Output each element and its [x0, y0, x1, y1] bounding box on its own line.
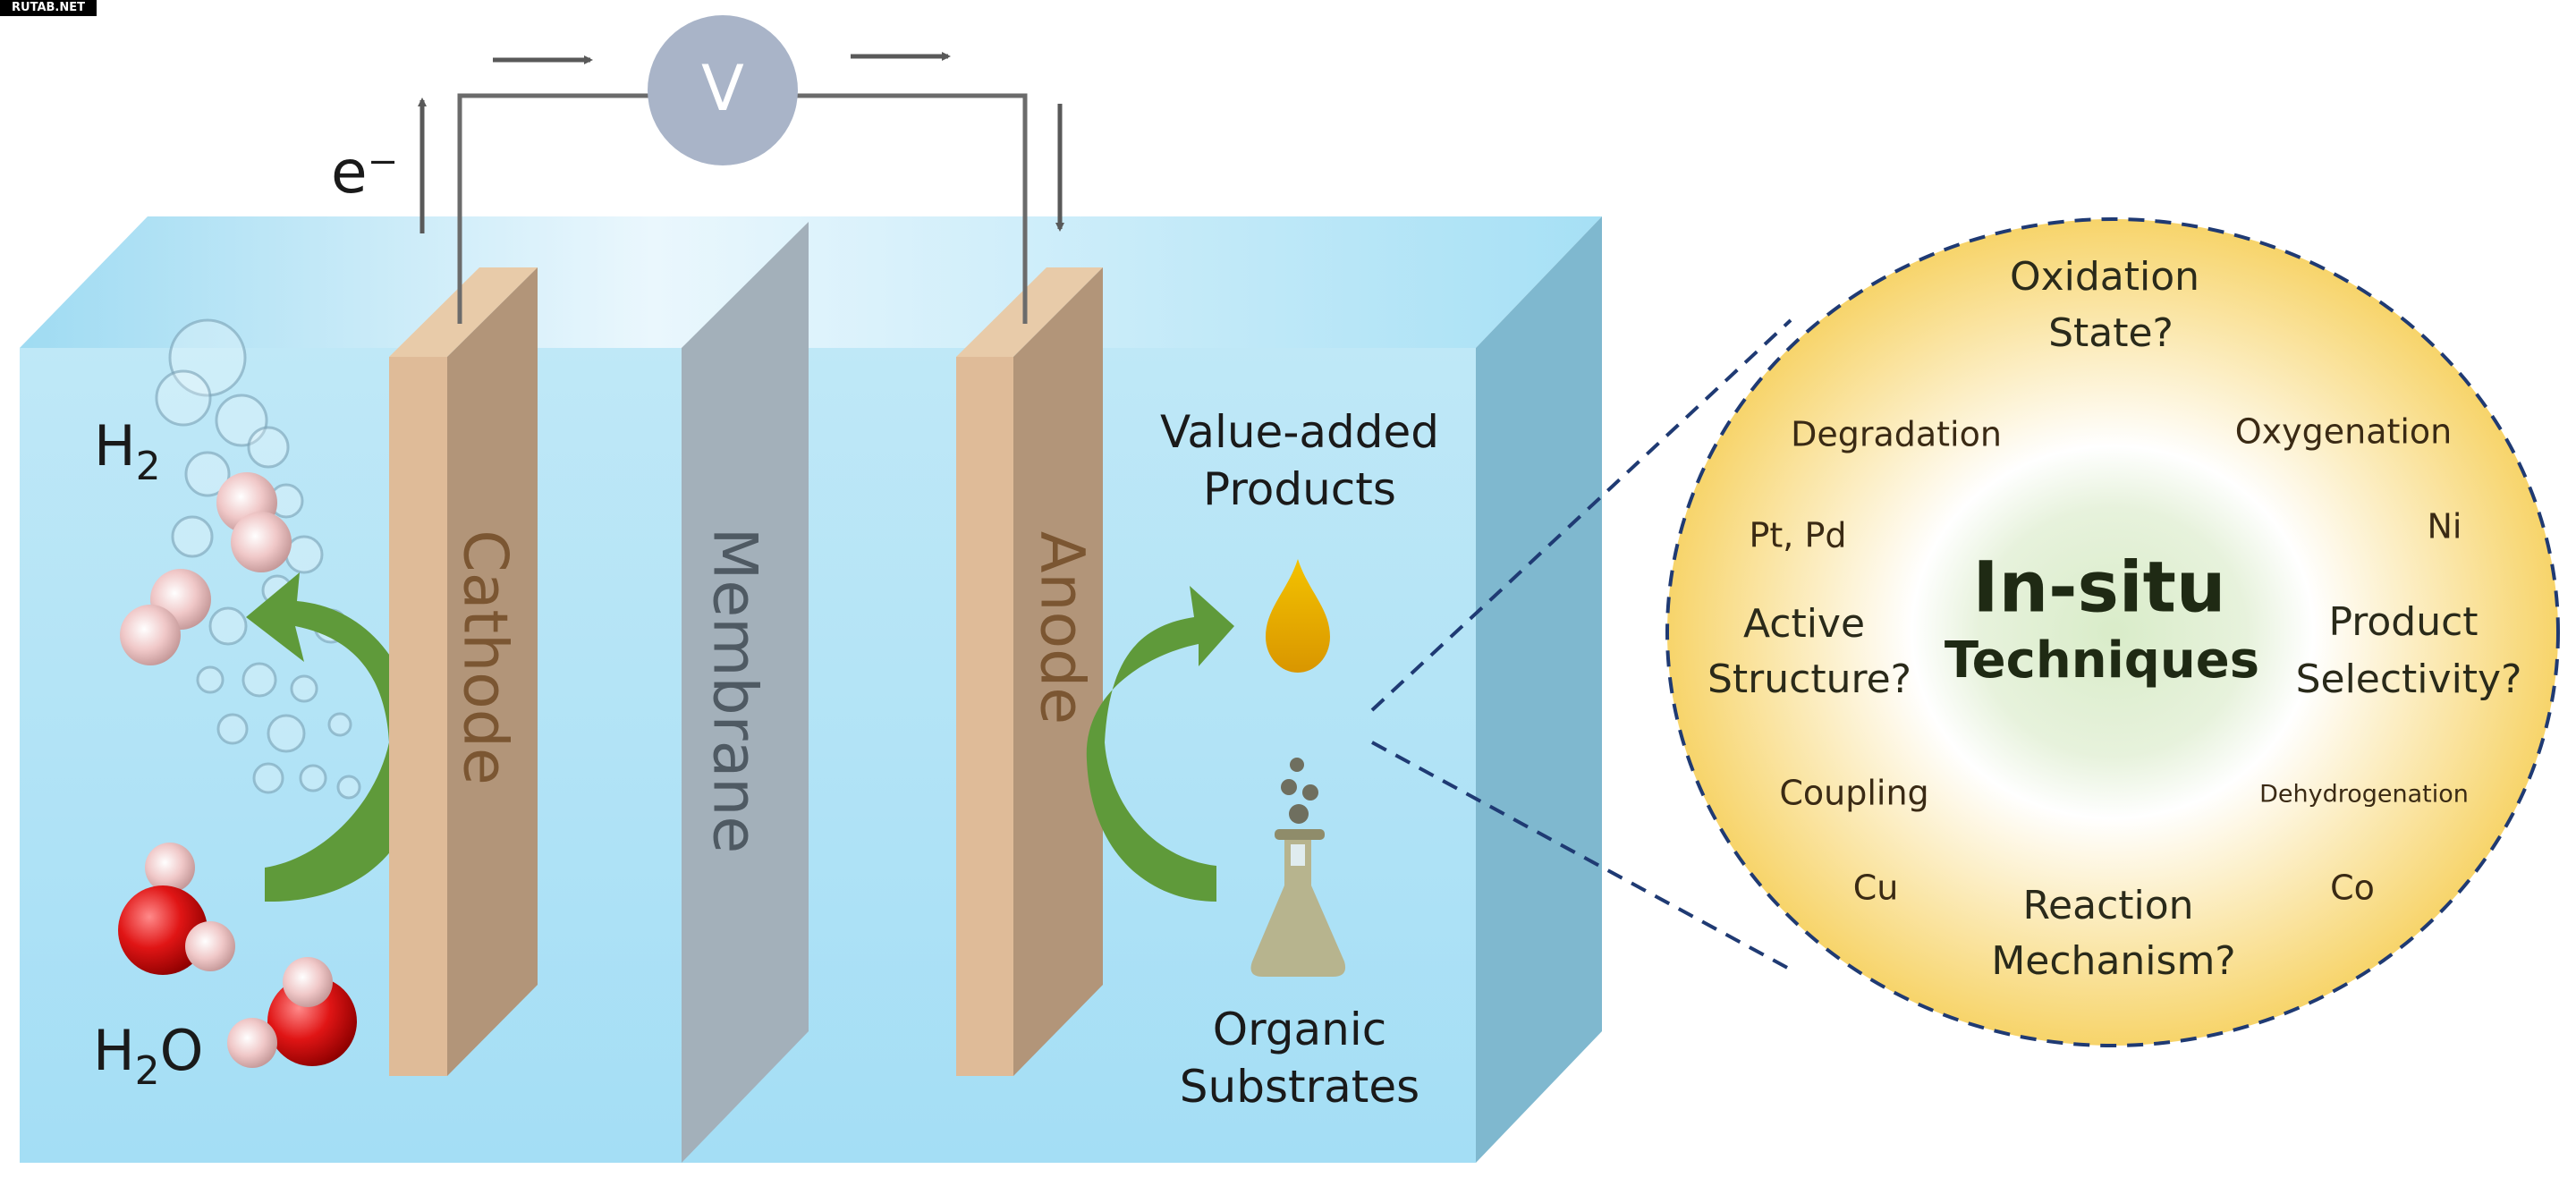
oxygenation-label: Oxygenation [2235, 412, 2453, 452]
anode-reaction-arrow [1086, 586, 1234, 902]
membrane-label: Membrane [699, 528, 769, 853]
membrane [682, 222, 809, 1163]
anode-top [956, 267, 1103, 357]
h2-molecule [120, 569, 211, 665]
dehydrogenation-label: Dehydrogenation [2259, 781, 2469, 809]
coupling-label: Coupling [1779, 774, 1928, 813]
cathode-top [389, 267, 538, 357]
pt-pd-label: Pt, Pd [1749, 516, 1846, 555]
cathode-side [447, 267, 538, 1076]
h2-label: H2 [94, 413, 161, 489]
h2o-molecule [227, 957, 357, 1068]
cu-label: Cu [1853, 868, 1899, 908]
anode-side [1013, 267, 1103, 1076]
substrates-label: Organic Substrates [1180, 1004, 1419, 1113]
cathode-label: Cathode [449, 529, 520, 785]
h2o-label: H2O [93, 1018, 203, 1094]
voltmeter [648, 15, 798, 165]
electrolyte-side-face [1476, 216, 1602, 1163]
h2o-molecule [118, 843, 235, 975]
co-label: Co [2330, 868, 2375, 908]
product-selectivity-label: Product Selectivity? [2296, 599, 2522, 702]
anode-front [956, 357, 1013, 1076]
zoom-dash-line [1370, 318, 1792, 712]
ni-label: Ni [2428, 507, 2462, 546]
h2-molecule [216, 472, 292, 572]
electrolyte-top-face [20, 216, 1602, 348]
insitu-subtitle: Techniques [1945, 631, 2259, 690]
insitu-circle [1665, 217, 2560, 1047]
flask-icon [1250, 758, 1346, 977]
reaction-mechanism-label: Reaction Mechanism? [1991, 883, 2235, 984]
active-structure-label: Active Structure? [1707, 601, 1911, 702]
product-drop-icon [1266, 559, 1330, 673]
products-label: Value-added Products [1160, 406, 1439, 515]
electron-label: e⁻ [331, 138, 398, 207]
watermark: RUTAB.NET [0, 0, 97, 16]
degradation-label: Degradation [1791, 415, 2002, 454]
cathode-reaction-arrow [246, 572, 420, 902]
anode-label: Anode [1026, 531, 1097, 724]
insitu-title: In-situ [1973, 547, 2226, 628]
oxidation-state-label: Oxidation State? [2010, 254, 2199, 356]
cathode-front [389, 357, 447, 1076]
voltmeter-label: V [701, 52, 744, 125]
